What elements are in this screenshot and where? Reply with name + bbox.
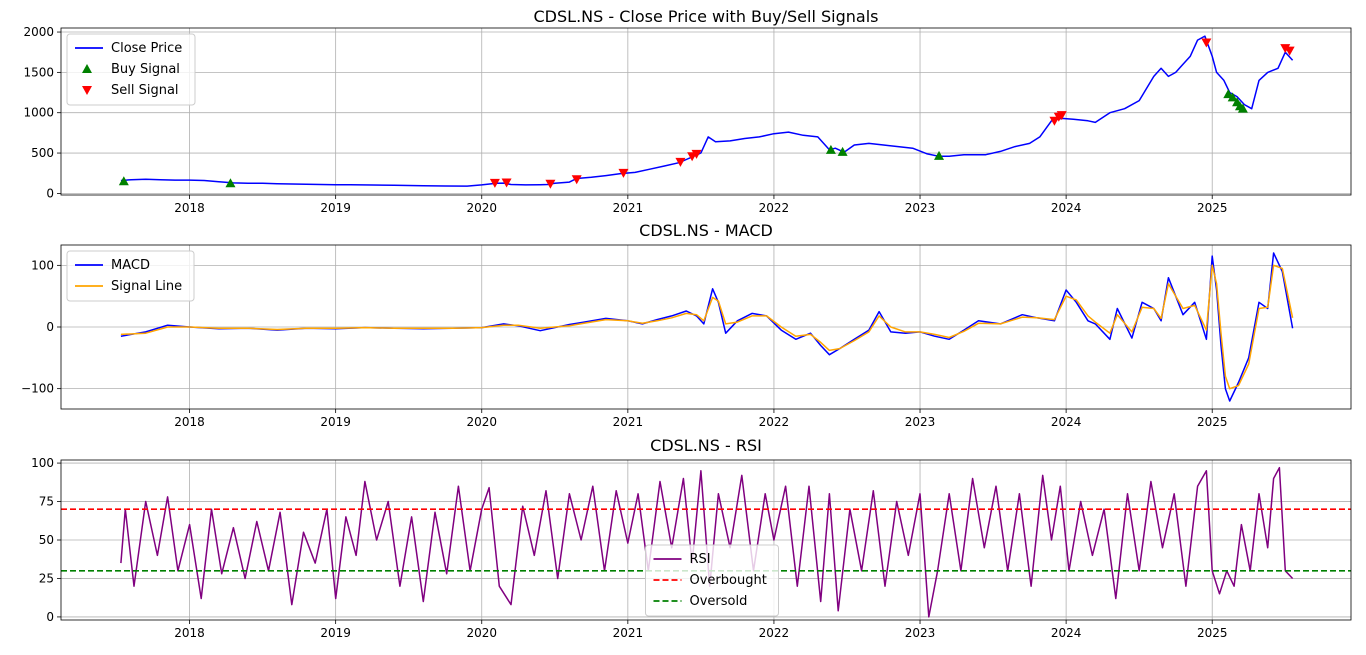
panel2-y-tick-label: −100 bbox=[21, 382, 54, 396]
panel2-x-tick-label: 2020 bbox=[466, 415, 497, 429]
panel1-series-sell-signal-marker bbox=[489, 178, 500, 188]
panel1-y-tick-label: 0 bbox=[46, 186, 54, 200]
panel1-series-buy-signal-marker bbox=[934, 150, 945, 160]
panel1-legend-label: Close Price bbox=[111, 41, 182, 56]
panel3-series-rsi-line bbox=[120, 466, 1294, 618]
panel3-legend: RSI Overbought Oversold bbox=[645, 544, 779, 617]
panel3: CDSL.NS - RSI 2018 2019 2020 2021 2022 2023 202… bbox=[31, 436, 1352, 640]
panel2-x-tick-label: 2023 bbox=[905, 415, 936, 429]
panel2-legend-label: MACD bbox=[111, 258, 150, 273]
panel2: CDSL.NS - MACD 2018 2019 2020 2021 2022 2023 20… bbox=[21, 221, 1352, 429]
panel1-y-tick-label: 2000 bbox=[23, 25, 54, 39]
panel1-series-sell-signal-marker bbox=[1056, 111, 1067, 121]
panel1-series-close-price-line bbox=[120, 35, 1294, 187]
panel2-y-tick-label: 0 bbox=[46, 320, 54, 334]
panel1-series-buy-signal-marker bbox=[225, 178, 236, 188]
panel3-axes-frame bbox=[60, 459, 1352, 621]
panel1-x-tick-label: 2024 bbox=[1051, 201, 1082, 215]
panel1-series-buy-signal-marker bbox=[118, 176, 129, 186]
panel1-series-sell-signal-marker bbox=[1201, 38, 1212, 48]
panel2-x-tick-label: 2019 bbox=[320, 415, 351, 429]
panel1-legend-key-buy-signal bbox=[82, 64, 92, 73]
panel3-x-tick-label: 2024 bbox=[1051, 626, 1082, 640]
panel3-y-tick-label: 0 bbox=[46, 610, 54, 624]
panel1-plot-area bbox=[118, 35, 1295, 189]
panel1-series-sell-signal-marker bbox=[618, 168, 629, 178]
panel2-x-tick-label: 2021 bbox=[613, 415, 644, 429]
panel1-series-sell-signal-marker bbox=[1049, 116, 1060, 126]
panel2-x-tick-label: 2018 bbox=[174, 415, 205, 429]
panel2-x-tick-label: 2024 bbox=[1051, 415, 1082, 429]
panel2-x-tick-label: 2025 bbox=[1197, 415, 1228, 429]
panel3-x-tick-label: 2020 bbox=[466, 626, 497, 640]
panel3-x-tick-label: 2025 bbox=[1197, 626, 1228, 640]
panel3-x-tick-label: 2021 bbox=[613, 626, 644, 640]
panel2-series-signal-line-line bbox=[120, 264, 1294, 390]
panel1-series-sell-signal-marker bbox=[1280, 44, 1291, 54]
panel1-y-tick-label: 1000 bbox=[23, 106, 54, 120]
panel3-legend-box bbox=[645, 544, 779, 617]
panel3-y-tick-label: 75 bbox=[39, 495, 54, 509]
panel1-series-sell-signal-marker bbox=[571, 175, 582, 185]
panel1-y-tick-label: 1500 bbox=[23, 65, 54, 79]
panel2-legend-label: Signal Line bbox=[111, 279, 182, 294]
panel1-series-buy-signal-marker bbox=[1237, 103, 1248, 113]
panel1-legend-key-sell-signal bbox=[82, 86, 92, 95]
panel3-legend-label: RSI bbox=[690, 552, 711, 567]
panel2-y-tick-label: 100 bbox=[31, 258, 54, 272]
panel3-x-tick-label: 2019 bbox=[320, 626, 351, 640]
panel1-x-tick-label: 2025 bbox=[1197, 201, 1228, 215]
panel3-x-tick-label: 2023 bbox=[905, 626, 936, 640]
panel1-x-tick-label: 2020 bbox=[466, 201, 497, 215]
panel1-title: CDSL.NS - Close Price with Buy/Sell Sign… bbox=[534, 7, 879, 26]
panel1-legend-label: Buy Signal bbox=[111, 62, 180, 77]
panel3-y-tick-label: 100 bbox=[31, 456, 54, 470]
panel2-axes-frame bbox=[60, 244, 1352, 410]
panel1-series-sell-signal-marker bbox=[545, 179, 556, 189]
panel2-legend: MACD Signal Line bbox=[66, 250, 195, 302]
panel1-y-tick-label: 500 bbox=[31, 146, 54, 160]
panel1-series-buy-signal-marker bbox=[1227, 92, 1238, 102]
panel1-series-sell-signal-marker bbox=[1284, 46, 1295, 56]
panel2-plot-area bbox=[120, 252, 1294, 402]
panel1-x-tick-label: 2023 bbox=[905, 201, 936, 215]
panel2-legend-box bbox=[66, 250, 195, 302]
panel1-series-buy-signal-marker bbox=[825, 144, 836, 154]
panel3-legend-label: Oversold bbox=[690, 594, 748, 609]
panel1-series-sell-signal-marker bbox=[675, 157, 686, 167]
panel1-legend-box bbox=[66, 33, 196, 106]
panel1-x-tick-label: 2018 bbox=[174, 201, 205, 215]
panel3-y-tick-label: 25 bbox=[39, 571, 54, 585]
panel3-legend-label: Overbought bbox=[690, 573, 767, 588]
panel3-title: CDSL.NS - RSI bbox=[650, 436, 762, 455]
panel1-x-tick-label: 2021 bbox=[613, 201, 644, 215]
panel2-title: CDSL.NS - MACD bbox=[639, 221, 773, 240]
panel1-legend-label: Sell Signal bbox=[111, 83, 179, 98]
panel1-legend: Close Price Buy Signal Sell Signal bbox=[66, 33, 196, 106]
panel1: CDSL.NS - Close Price with Buy/Sell Sign… bbox=[23, 7, 1352, 215]
panel3-x-tick-label: 2018 bbox=[174, 626, 205, 640]
panel1-series-sell-signal-marker bbox=[691, 149, 702, 159]
panel1-series-sell-signal-marker bbox=[501, 178, 512, 188]
panel1-series-buy-signal-marker bbox=[837, 146, 848, 156]
panel1-axes-frame bbox=[60, 27, 1352, 196]
panel2-x-tick-label: 2022 bbox=[759, 415, 790, 429]
panel1-x-tick-label: 2019 bbox=[320, 201, 351, 215]
panel3-y-tick-label: 50 bbox=[39, 533, 54, 547]
panel1-x-tick-label: 2022 bbox=[759, 201, 790, 215]
panel3-x-tick-label: 2022 bbox=[759, 626, 790, 640]
